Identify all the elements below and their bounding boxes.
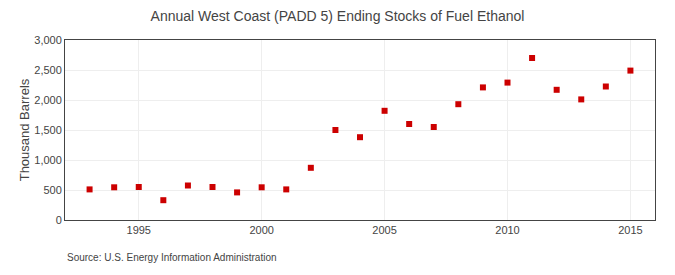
svg-text:500: 500: [43, 184, 61, 196]
svg-text:1,000: 1,000: [34, 154, 62, 166]
svg-text:2010: 2010: [495, 224, 519, 236]
svg-text:1995: 1995: [127, 224, 151, 236]
svg-text:1,500: 1,500: [34, 124, 62, 136]
svg-text:2015: 2015: [618, 224, 642, 236]
svg-text:3,000: 3,000: [34, 34, 62, 46]
svg-text:Source: U.S. Energy Informatio: Source: U.S. Energy Information Administ…: [67, 252, 277, 263]
svg-text:0: 0: [56, 214, 62, 226]
svg-text:Annual West Coast (PADD 5) End: Annual West Coast (PADD 5) Ending Stocks…: [151, 8, 525, 24]
svg-text:2,000: 2,000: [34, 94, 62, 106]
svg-text:2005: 2005: [372, 224, 396, 236]
svg-text:2,500: 2,500: [34, 64, 62, 76]
svg-text:2000: 2000: [249, 224, 273, 236]
svg-text:Thousand Barrels: Thousand Barrels: [17, 78, 32, 181]
